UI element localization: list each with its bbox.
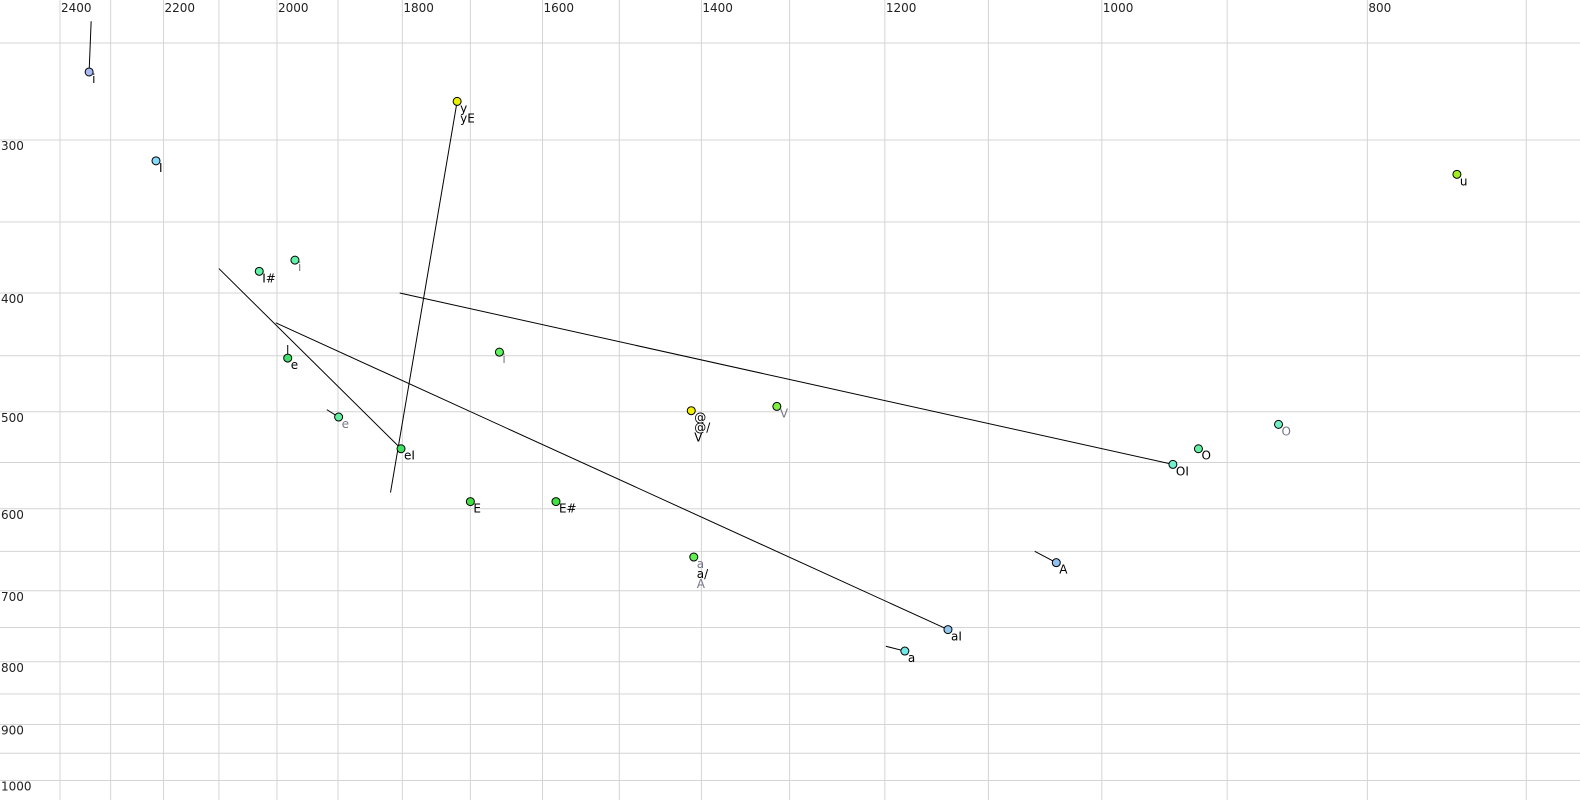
vowel-point [1168,459,1178,469]
vowel-point [1274,419,1284,429]
vowel-point [772,401,782,411]
vowel-label: eI [404,449,415,463]
vowel-label: E [473,502,481,516]
vowel-point [689,552,699,562]
y-tick-label: 500 [1,411,24,425]
vowel-label: O [1201,449,1210,463]
x-tick-label: 1200 [886,1,917,15]
y-tick-label: 800 [1,661,24,675]
vowel-point [465,497,475,507]
tick-labels: 2400 2200 2000 1800 1600 1400 1200 1000 800 300 40… [1,1,1391,794]
formant-trajectory [218,268,402,450]
vowel-point [84,67,94,77]
y-tick-label: 700 [1,590,24,604]
vowel-label: V [780,406,789,420]
x-tick-label: 2200 [165,1,196,15]
vowel-point [1452,169,1462,179]
vowel-point [551,497,561,507]
vowel-label: O [1282,424,1291,438]
vowel-point [900,646,910,656]
vowel-point [396,444,406,454]
vowel-label: @/ [694,421,711,435]
x-tick-label: 2400 [61,1,92,15]
trajectories [88,21,1174,652]
x-tick-label: 2000 [278,1,309,15]
y-tick-label: 1000 [1,780,32,794]
vowel-label: OI [1176,464,1189,478]
x-tick-label: 1000 [1103,1,1134,15]
y-tick-label: 900 [1,723,24,737]
vowel-label: E# [559,502,577,516]
vowel-point [943,625,953,635]
vowel-point [254,266,264,276]
vowel-label: e [291,358,298,372]
x-tick-label: 800 [1368,1,1391,15]
x-tick-label: 1600 [544,1,575,15]
vowel-label: @ [694,411,706,425]
vowel-label: e [342,417,349,431]
y-tick-label: 400 [1,292,24,306]
vowel-label: yE [460,111,475,125]
x-tick-label: 1800 [403,1,434,15]
vowel-point [334,412,344,422]
vowel-point [290,255,300,265]
vowel-label: A [1059,563,1068,577]
vowel-label: i [92,72,95,86]
vowel-label: a [697,557,704,571]
vowel-label: i [502,352,505,366]
y-tick-label: 300 [1,139,24,153]
vowel-label: V [694,431,703,445]
vowel-label: A [697,577,706,591]
vowel-point [151,156,161,166]
vowel-label: y [460,101,467,115]
x-tick-label: 1400 [702,1,733,15]
vowel-label: a/ [697,567,709,581]
vowel-label: I [159,161,163,175]
vowel-label: aI [951,630,962,644]
vowel-point [1193,444,1203,454]
vowel-label: a [908,651,915,665]
y-tick-label: 600 [1,508,24,522]
vowel-point [1051,558,1061,568]
formant-trajectory [88,21,92,73]
formant-trajectory [275,322,949,631]
formant-trajectory [390,101,458,493]
vowel-label: I# [262,271,276,285]
vowel-point [494,347,504,357]
vowel-label: i [298,260,301,274]
vowel-point [283,353,293,363]
formant-trajectory [399,292,1174,465]
vowel-point [686,406,696,416]
vowel-label: u [1460,174,1468,188]
vowel-point [452,96,462,106]
